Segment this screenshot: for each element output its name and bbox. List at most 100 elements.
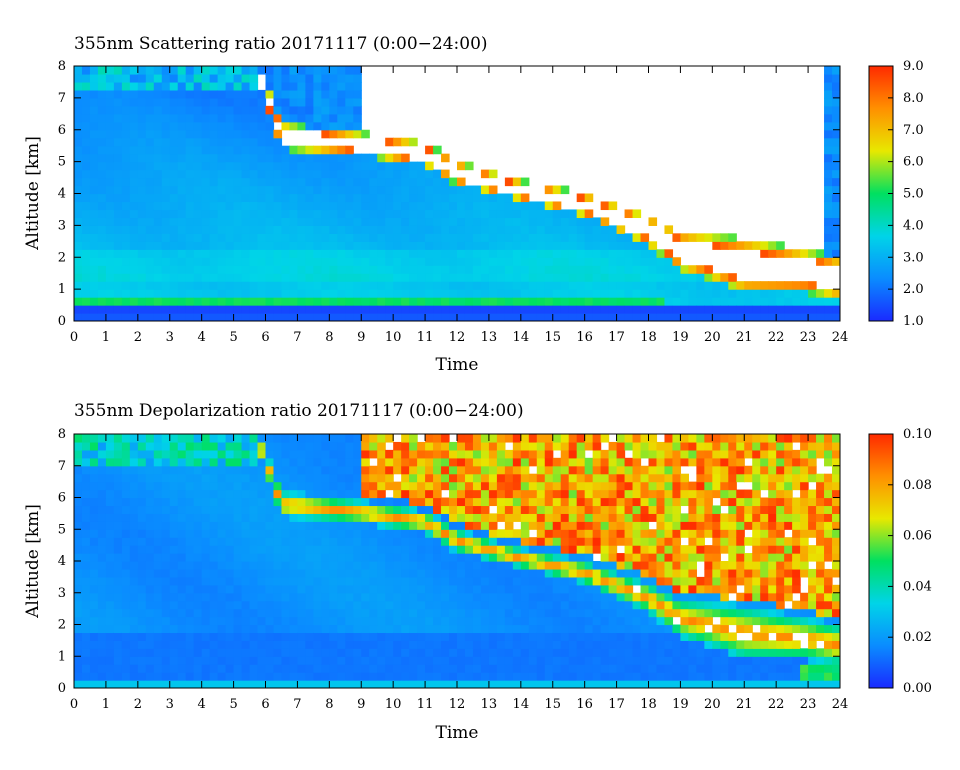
heatmap-cell <box>616 265 626 274</box>
heatmap-cell <box>193 449 203 459</box>
heatmap-cell <box>688 513 697 522</box>
heatmap-cell <box>361 545 370 554</box>
heatmap-cell <box>297 257 306 266</box>
heatmap-cell <box>488 632 498 641</box>
heatmap-cell <box>265 265 275 274</box>
heatmap-cell <box>345 624 354 634</box>
heatmap-cell <box>169 105 179 115</box>
heatmap-cell <box>417 616 426 626</box>
heatmap-cell <box>145 680 155 688</box>
heatmap-cell <box>74 648 83 657</box>
heatmap-cell <box>688 297 697 306</box>
heatmap-cell <box>744 521 753 530</box>
heatmap-cell <box>97 121 107 131</box>
heatmap-cell <box>632 489 642 499</box>
heatmap-cell <box>592 434 602 443</box>
heatmap-cell <box>401 241 410 250</box>
heatmap-cell <box>233 225 243 234</box>
heatmap-cell <box>656 289 666 298</box>
heatmap-cell <box>225 640 235 649</box>
heatmap-cell <box>768 289 777 298</box>
heatmap-cell <box>345 81 354 91</box>
heatmap-cell <box>792 305 801 314</box>
heatmap-cell <box>281 241 291 250</box>
heatmap-cell <box>297 465 306 475</box>
heatmap-cell <box>680 273 689 282</box>
heatmap-cell <box>433 201 442 211</box>
heatmap-cell <box>281 434 291 443</box>
heatmap-cell <box>624 561 634 570</box>
heatmap-cell <box>488 313 498 321</box>
heatmap-cell <box>177 465 187 475</box>
heatmap-cell <box>105 592 115 602</box>
heatmap-cell <box>752 313 761 321</box>
heatmap-cell <box>225 153 235 163</box>
heatmap-cell <box>209 600 219 610</box>
heatmap-cell <box>656 505 666 514</box>
heatmap-cell <box>401 161 410 171</box>
heatmap-cell <box>153 545 163 554</box>
heatmap-cell <box>520 217 530 226</box>
heatmap-cell <box>808 656 817 665</box>
heatmap-cell <box>185 584 195 594</box>
heatmap-cell <box>377 616 386 626</box>
heatmap-cell <box>720 672 729 681</box>
heatmap-cell <box>209 680 219 688</box>
heatmap-cell <box>249 121 259 131</box>
heatmap-cell <box>752 489 761 499</box>
heatmap-cell <box>313 656 322 665</box>
heatmap-cell <box>377 529 386 538</box>
heatmap-cell <box>784 281 793 290</box>
heatmap-cell <box>409 161 418 171</box>
heatmap-cell <box>97 249 107 258</box>
heatmap-cell <box>385 576 394 586</box>
heatmap-cell <box>161 225 171 234</box>
heatmap-cell <box>560 505 570 514</box>
heatmap-cell <box>449 193 458 203</box>
heatmap-cell <box>728 434 737 443</box>
heatmap-cell <box>784 568 793 578</box>
heatmap-cell <box>153 608 163 618</box>
heatmap-cell <box>393 193 402 203</box>
heatmap-cell <box>113 129 123 139</box>
heatmap-cell <box>656 561 666 570</box>
heatmap-cell <box>464 648 474 657</box>
heatmap-cell <box>457 241 466 250</box>
heatmap-cell <box>736 473 745 483</box>
heatmap-cell <box>177 513 187 522</box>
heatmap-cell <box>129 656 139 665</box>
heatmap-cell <box>720 632 729 641</box>
heatmap-cell <box>217 289 227 298</box>
heatmap-cell <box>409 600 418 610</box>
heatmap-cell <box>97 281 107 290</box>
heatmap-cell <box>217 680 227 688</box>
heatmap-cell <box>289 297 299 306</box>
heatmap-cell <box>632 273 642 282</box>
heatmap-cell <box>313 153 322 163</box>
heatmap-cell <box>624 281 634 290</box>
heatmap-cell <box>321 640 330 649</box>
heatmap-cell <box>592 273 602 282</box>
heatmap-cell <box>185 209 195 219</box>
heatmap-cell <box>169 592 179 602</box>
heatmap-cell <box>409 505 418 514</box>
heatmap-cell <box>337 177 346 187</box>
heatmap-cell <box>337 497 346 507</box>
heatmap-cell <box>409 624 418 634</box>
heatmap-cell <box>768 457 777 467</box>
heatmap-cell <box>600 217 610 226</box>
heatmap-cell <box>536 434 546 443</box>
heatmap-cell <box>193 73 203 83</box>
heatmap-cell <box>113 553 123 562</box>
heatmap-cell <box>720 576 729 586</box>
heatmap-cell <box>329 105 338 115</box>
heatmap-cell <box>345 145 354 155</box>
heatmap-cell <box>744 473 753 483</box>
heatmap-cell <box>113 600 123 610</box>
heatmap-cell <box>305 89 314 99</box>
heatmap-cell <box>121 473 131 483</box>
heatmap-cell <box>728 241 737 250</box>
heatmap-cell <box>616 225 626 234</box>
heatmap-cell <box>832 137 840 147</box>
heatmap-cell <box>393 313 402 321</box>
